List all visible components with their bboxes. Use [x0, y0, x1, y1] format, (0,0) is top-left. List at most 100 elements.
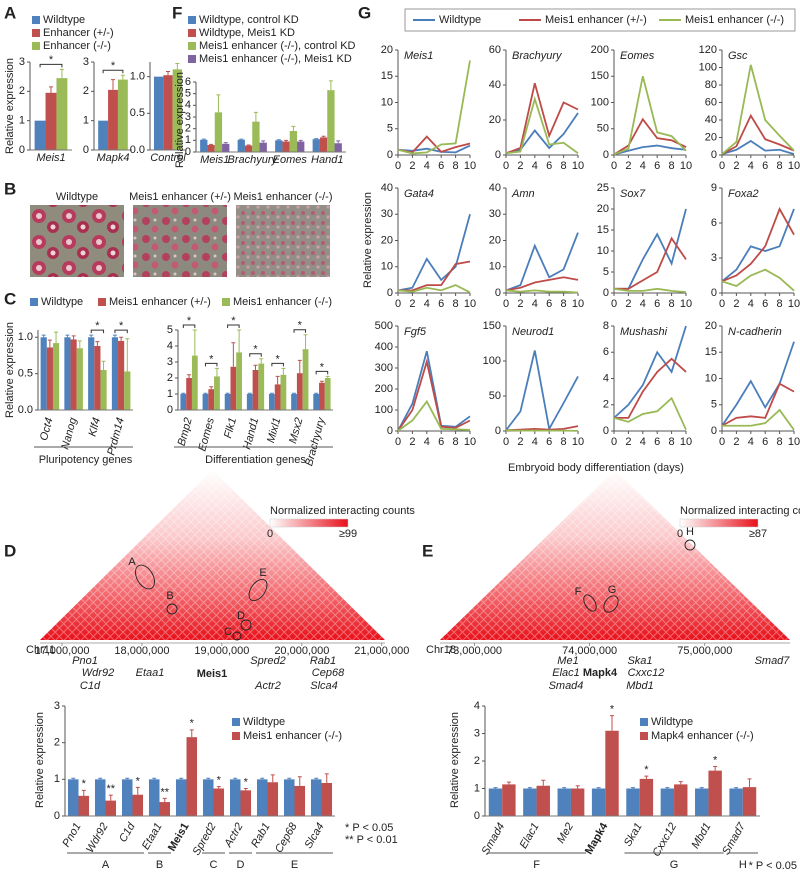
bar — [108, 89, 118, 150]
x-tick-label: 2 — [517, 160, 523, 172]
series-line — [614, 357, 687, 419]
group-label: H — [739, 859, 747, 871]
error-bar — [291, 125, 296, 131]
bar — [202, 394, 209, 410]
series-line — [613, 325, 687, 419]
error-bar — [189, 729, 194, 738]
y-tick-label: 4 — [603, 372, 609, 384]
error-bar — [81, 789, 86, 796]
category-label: Klf4 — [87, 416, 104, 437]
category-label: Spred2 — [190, 821, 218, 858]
y-tick-label: 5 — [185, 88, 191, 100]
y-tick-label: 25 — [597, 182, 609, 194]
x-tick-label: 8 — [669, 298, 675, 310]
error-bar — [223, 142, 228, 144]
gene-label: Smad4 — [549, 680, 584, 692]
y-tick-label: 0 — [603, 425, 609, 437]
bar — [280, 374, 287, 410]
legend-swatch — [188, 42, 196, 50]
colorbar — [269, 518, 349, 528]
bar — [605, 730, 619, 816]
image-label: Meis1 enhancer (+/-) — [129, 191, 231, 203]
bar — [312, 139, 320, 152]
error-bar — [162, 797, 167, 803]
loop-label: E — [259, 567, 266, 579]
x-tick-label: 6 — [654, 298, 660, 310]
x-tick-label: 0 — [503, 160, 509, 172]
series-line — [614, 236, 687, 290]
micrograph — [133, 205, 227, 277]
significance-label: * — [190, 718, 195, 730]
bar — [557, 788, 571, 816]
x-tick-label: 4 — [640, 436, 646, 448]
legend-swatch — [32, 16, 40, 24]
gene-label: Actr2 — [254, 680, 281, 692]
bar — [708, 770, 722, 816]
x-tick-label: 10 — [464, 298, 476, 310]
y-tick-label: 400 — [375, 341, 393, 353]
x-tick-label: 0 — [611, 160, 617, 172]
x-tick-label: 4 — [532, 436, 538, 448]
category-label: Etaa1 — [140, 821, 165, 852]
x-tick-label: 6 — [438, 436, 444, 448]
category-label: Me2 — [555, 821, 576, 846]
category-label: Oct4 — [38, 416, 56, 442]
series-line — [613, 76, 687, 156]
y-tick-label: 10 — [381, 96, 393, 108]
error-bar — [665, 787, 670, 789]
gene-label: Cep68 — [312, 667, 345, 679]
group-label: A — [102, 859, 110, 871]
y-tick-label: 200 — [591, 44, 609, 56]
significance-label: * — [209, 353, 214, 365]
colorbar-min: 0 — [677, 528, 683, 540]
bar — [570, 788, 585, 816]
significance-label: * — [644, 764, 649, 776]
error-bar — [49, 86, 53, 93]
gene-label: C1d — [80, 680, 101, 692]
loop-circle — [232, 631, 242, 641]
significance-bracket — [315, 370, 329, 375]
error-bar — [261, 140, 266, 143]
x-tick-label: 8 — [561, 436, 567, 448]
loop-circle — [135, 564, 155, 590]
subplot-title: Amn — [511, 188, 535, 200]
bar — [695, 788, 709, 816]
error-bar — [112, 334, 117, 338]
significance-label: ** — [160, 786, 169, 798]
y-tick-label: 2 — [19, 85, 25, 97]
error-bar — [65, 334, 70, 338]
bar — [105, 800, 117, 816]
bar — [180, 394, 187, 410]
bar — [275, 140, 283, 152]
y-tick-label: 15 — [597, 224, 609, 236]
category-label: Meis1 — [36, 152, 65, 164]
x-tick-label: 6 — [654, 160, 660, 172]
significance-label: ** — [106, 783, 115, 795]
bar — [229, 779, 241, 816]
bar — [118, 340, 125, 410]
y-tick-label: 9 — [711, 182, 717, 194]
gene-label: Me1 — [557, 655, 578, 667]
bar — [252, 121, 260, 152]
y-tick-label: 6 — [185, 76, 191, 88]
gene-label: Cxxc12 — [628, 667, 665, 679]
series-line — [397, 214, 471, 292]
series-line — [397, 399, 471, 432]
y-tick-label: 10 — [489, 261, 501, 273]
bar — [78, 795, 90, 816]
bar — [269, 394, 275, 410]
y-tick-label: 3 — [711, 252, 717, 264]
y-tick-label: 4 — [185, 99, 191, 111]
y-tick-label: 20 — [381, 44, 393, 56]
x-tick-label: 8 — [453, 298, 459, 310]
contact-map-grid — [40, 470, 385, 640]
legend-swatch — [188, 16, 196, 24]
x-tick-label: 10 — [680, 298, 692, 310]
bar — [729, 788, 743, 816]
y-tick-label: 1 — [167, 388, 173, 400]
x-tick-label: 10 — [464, 160, 476, 172]
bar — [258, 363, 265, 410]
gene-label: Ska1 — [627, 655, 652, 667]
colorbar — [679, 518, 759, 528]
legend-label: Wildtype — [651, 716, 693, 728]
